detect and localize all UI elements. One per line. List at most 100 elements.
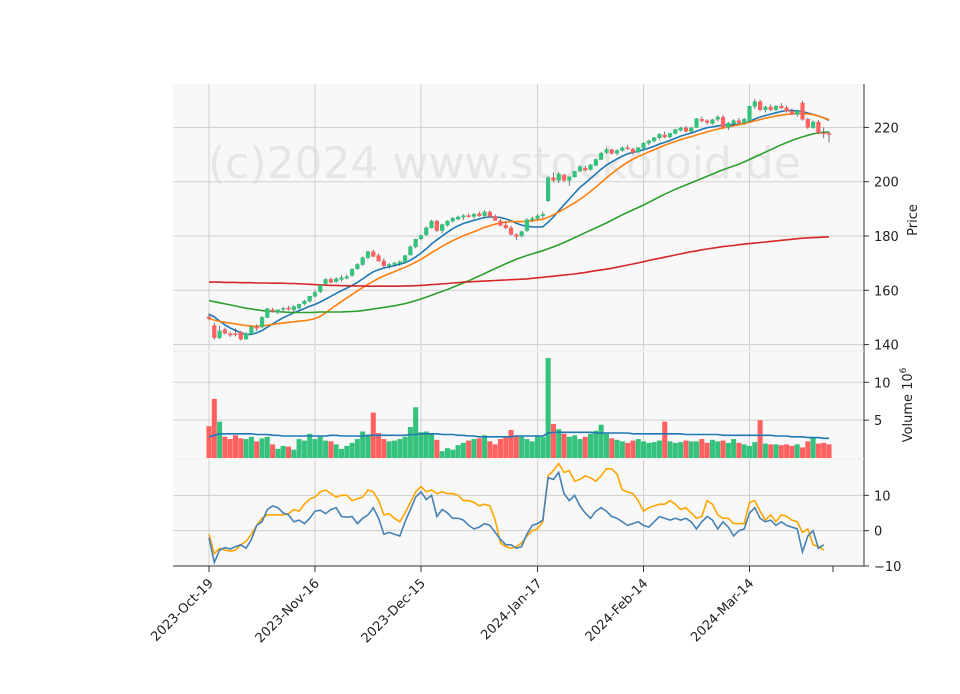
candle-body (455, 216, 461, 220)
volume-bar (381, 439, 387, 458)
candle-body (296, 304, 302, 309)
volume-bar (556, 429, 562, 458)
candle-body (408, 246, 413, 256)
volume-bar (285, 446, 292, 458)
x-tick-label: 2023-Dec-15 (359, 576, 429, 646)
volume-bar (736, 442, 742, 458)
volume-bar (482, 435, 488, 458)
volume-bar (683, 440, 689, 458)
volume-bar (630, 440, 636, 458)
candle-body (222, 329, 228, 334)
volume-bar (508, 429, 514, 458)
volume-average-line (208, 431, 829, 440)
candle-body (418, 235, 424, 239)
volume-bar (799, 447, 806, 458)
volume-bar (810, 437, 816, 458)
candle-body (620, 147, 625, 151)
volume-bar (354, 439, 360, 458)
volume-bar (593, 430, 599, 458)
volume-bars (206, 358, 832, 458)
candle-body (561, 174, 567, 181)
volume-bar (715, 441, 721, 458)
candle-body (206, 316, 212, 319)
volume-bar (529, 441, 535, 458)
volume-bar (656, 440, 662, 458)
volume-bar (524, 439, 530, 458)
candle-body (291, 306, 296, 311)
candle-body (387, 264, 392, 267)
volume-bar (789, 445, 795, 458)
volume-bar (476, 438, 482, 458)
volume-bar (323, 440, 329, 458)
volume-bar (805, 441, 811, 458)
volume-bar (211, 398, 217, 458)
volume-bar (577, 439, 583, 458)
x-tick-label: 2024-Mar-14 (688, 576, 757, 645)
candle-body (365, 251, 371, 258)
macd-line (208, 470, 825, 566)
candle-body (376, 255, 381, 262)
price-y-tick-label: 140 (874, 339, 899, 354)
candle-body (360, 257, 365, 265)
volume-axis-label-text: Volume 10 (901, 373, 916, 442)
candle-body (228, 333, 233, 336)
volume-bar (206, 426, 212, 458)
macd-signal-line (208, 462, 825, 556)
candle-body (275, 309, 280, 313)
volume-bar (232, 435, 239, 458)
volume-bar (386, 441, 392, 458)
candle-body (424, 227, 429, 235)
volume-bar (333, 444, 339, 458)
candle-body (212, 325, 217, 339)
volume-bar (794, 444, 800, 458)
volume-bar (598, 424, 604, 458)
candle-body (334, 278, 339, 282)
candle-body (349, 268, 355, 276)
x-tick-label: 2024-Feb-14 (583, 576, 652, 645)
candle-body (816, 121, 821, 134)
candle-body (821, 132, 826, 135)
volume-bar (519, 436, 525, 458)
candle-body (795, 110, 800, 115)
macd-y-tick-label: 10 (874, 489, 891, 504)
volume-bar (603, 433, 609, 458)
volume-bar (513, 435, 519, 458)
candle-body (318, 285, 323, 292)
volume-bar (270, 444, 276, 458)
volume-bar (397, 439, 403, 458)
volume-bar (815, 443, 821, 458)
candle-body (540, 214, 545, 216)
candle-body (694, 118, 699, 128)
volume-bar (561, 433, 567, 458)
volume-axis-label: Volume 106 (899, 367, 916, 442)
volume-bar (641, 441, 647, 458)
candle-body (683, 127, 689, 132)
volume-bar (487, 441, 493, 458)
candle-body (530, 218, 535, 220)
candle-body (673, 129, 678, 134)
candle-body (779, 106, 784, 109)
volume-bar (497, 439, 503, 458)
candle-body (810, 121, 816, 128)
candle-body (699, 119, 704, 121)
volume-bar (662, 421, 668, 458)
candle-body (657, 133, 662, 138)
volume-bar (434, 439, 440, 458)
candle-body (339, 277, 344, 280)
volume-bar (709, 439, 715, 458)
candle-body (556, 173, 561, 181)
volume-bar (328, 441, 334, 458)
volume-bar (466, 440, 472, 458)
moving-averages (208, 109, 830, 336)
volume-bar (540, 436, 546, 458)
volume-bar (349, 442, 355, 458)
candle-body (397, 261, 402, 264)
candle-body (667, 133, 673, 138)
moving-average-line (208, 131, 830, 314)
candle-body (535, 215, 540, 219)
volume-bar (731, 439, 737, 458)
volume-bar (550, 423, 556, 458)
candle-body (742, 119, 747, 123)
volume-bar (757, 420, 763, 458)
